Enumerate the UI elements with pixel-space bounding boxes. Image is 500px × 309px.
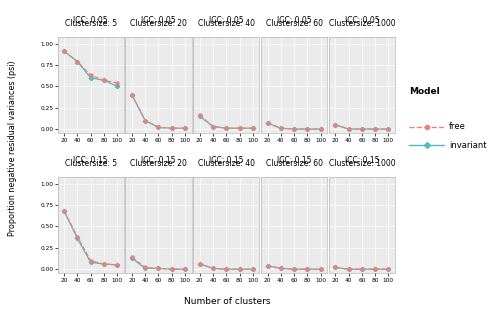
Text: ICC: 0.15: ICC: 0.15 — [141, 156, 176, 165]
Text: invariant: invariant — [449, 141, 486, 150]
Text: ICC: 0.05: ICC: 0.05 — [141, 16, 176, 25]
Text: Clustersize: 5: Clustersize: 5 — [64, 159, 116, 168]
Text: Clustersize: 60: Clustersize: 60 — [266, 19, 322, 28]
Text: Clustersize: 1000: Clustersize: 1000 — [328, 19, 395, 28]
Text: ICC: 0.15: ICC: 0.15 — [344, 156, 379, 165]
Text: Clustersize: 5: Clustersize: 5 — [64, 19, 116, 28]
Text: free: free — [449, 122, 466, 131]
Text: Clustersize: 1000: Clustersize: 1000 — [328, 159, 395, 168]
Text: Clustersize: 40: Clustersize: 40 — [198, 19, 255, 28]
Text: ICC: 0.15: ICC: 0.15 — [74, 156, 108, 165]
Text: Proportion negative residual variances (psi): Proportion negative residual variances (… — [8, 61, 17, 236]
Text: ICC: 0.05: ICC: 0.05 — [74, 16, 108, 25]
Text: ICC: 0.05: ICC: 0.05 — [276, 16, 312, 25]
Text: ICC: 0.05: ICC: 0.05 — [344, 16, 379, 25]
Text: Clustersize: 40: Clustersize: 40 — [198, 159, 255, 168]
Text: ICC: 0.05: ICC: 0.05 — [209, 16, 244, 25]
Text: Number of clusters: Number of clusters — [184, 297, 270, 306]
Text: ICC: 0.15: ICC: 0.15 — [209, 156, 244, 165]
Text: ICC: 0.15: ICC: 0.15 — [277, 156, 312, 165]
Text: Clustersize: 20: Clustersize: 20 — [130, 159, 187, 168]
Text: Model: Model — [409, 87, 440, 95]
Text: Clustersize: 20: Clustersize: 20 — [130, 19, 187, 28]
Text: Clustersize: 60: Clustersize: 60 — [266, 159, 322, 168]
